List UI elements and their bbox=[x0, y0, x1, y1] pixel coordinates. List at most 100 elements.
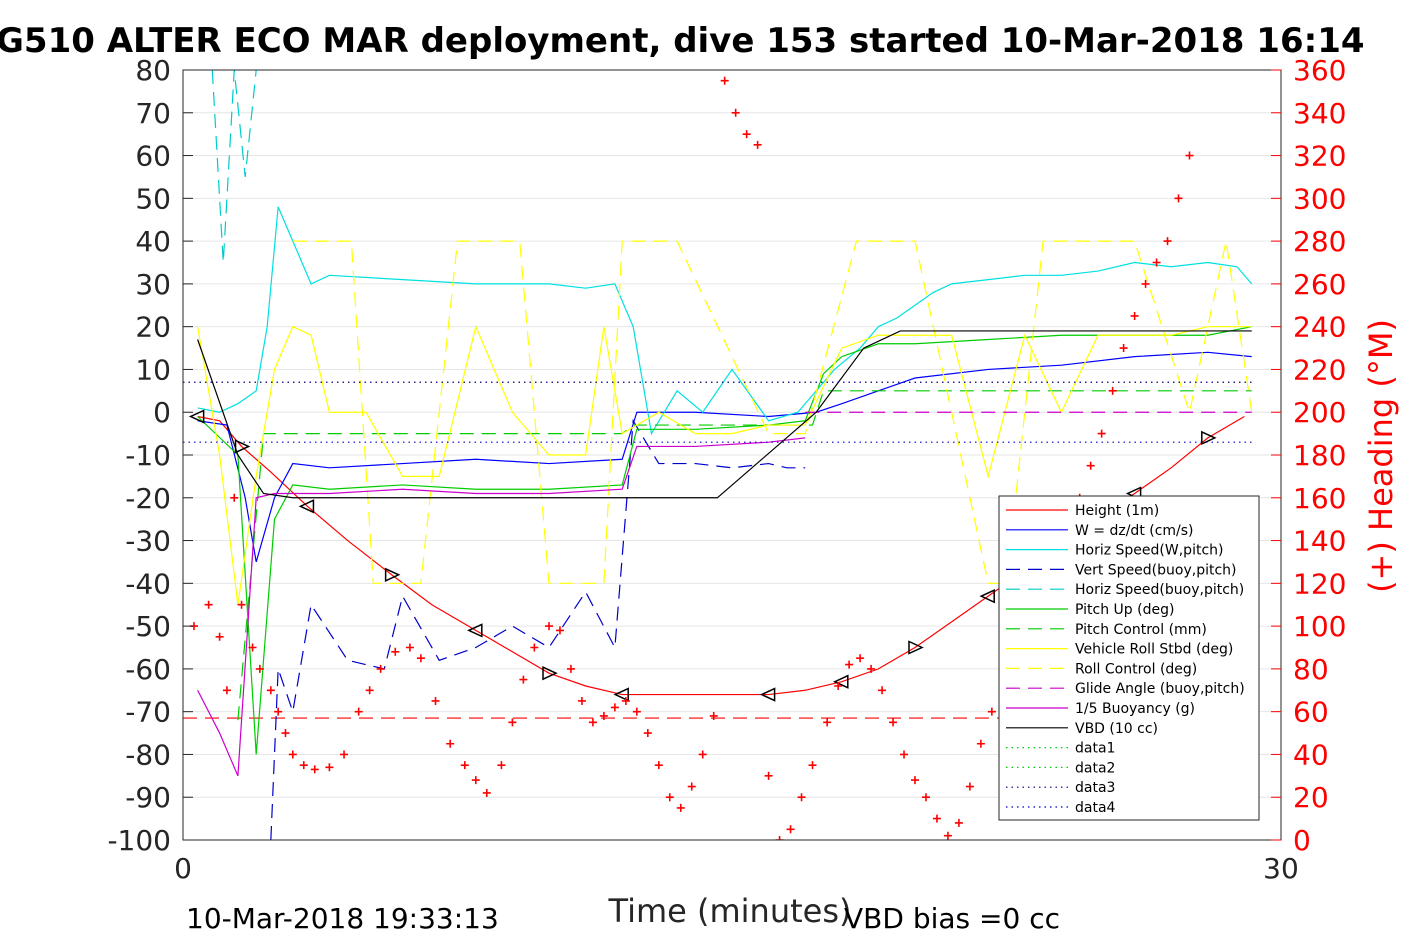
heading-point bbox=[987, 707, 996, 716]
heading-point bbox=[1163, 237, 1172, 246]
heading-point bbox=[808, 761, 817, 770]
y-tick-label: -70 bbox=[125, 696, 171, 729]
legend-label: data1 bbox=[1075, 741, 1115, 757]
y-right-tick-label: 360 bbox=[1293, 54, 1346, 87]
heading-point bbox=[834, 682, 843, 690]
legend-label: data3 bbox=[1075, 780, 1115, 796]
y-right-tick-label: 120 bbox=[1293, 567, 1346, 600]
heading-point bbox=[266, 686, 275, 695]
y-tick-label: -50 bbox=[125, 610, 171, 643]
heading-point bbox=[255, 664, 264, 673]
heading-point bbox=[1185, 151, 1194, 160]
heading-point bbox=[497, 761, 506, 770]
y-right-tick-label: 80 bbox=[1293, 653, 1329, 686]
heading-point bbox=[519, 675, 528, 684]
y-right-tick-label: 140 bbox=[1293, 525, 1346, 558]
heading-point bbox=[845, 660, 854, 669]
height-marker bbox=[298, 499, 315, 514]
heading-point bbox=[405, 643, 414, 652]
heading-point bbox=[274, 707, 283, 716]
x-tick-label: 0 bbox=[174, 852, 192, 885]
heading-point bbox=[431, 696, 440, 705]
series-group bbox=[183, 70, 1253, 840]
heading-point bbox=[577, 696, 586, 705]
series-line-1-5-buoyancy-g- bbox=[197, 437, 806, 777]
heading-point bbox=[446, 739, 455, 748]
heading-point bbox=[889, 718, 898, 727]
series-line-pitch-control-mm- bbox=[237, 390, 1252, 721]
heading-point bbox=[878, 686, 887, 695]
y-tick-label: -10 bbox=[125, 439, 171, 472]
y-right-tick-label: 180 bbox=[1293, 439, 1346, 472]
height-marker bbox=[188, 409, 205, 424]
heading-point bbox=[545, 622, 553, 631]
footer-timestamp: 10-Mar-2018 19:33:13 bbox=[186, 902, 499, 935]
y-tick-label: 60 bbox=[135, 140, 171, 173]
y-right-tick-label: 200 bbox=[1293, 396, 1346, 429]
heading-point bbox=[340, 750, 349, 759]
heading-point bbox=[482, 788, 491, 797]
heading-point bbox=[588, 718, 597, 727]
y-right-tick-label: 320 bbox=[1293, 140, 1346, 173]
heading-point bbox=[281, 729, 290, 738]
heading-point bbox=[856, 654, 865, 663]
heading-point bbox=[632, 707, 641, 716]
legend-label: Vert Speed(buoy,pitch) bbox=[1075, 562, 1237, 578]
heading-point bbox=[709, 711, 718, 720]
y-tick-label: 0 bbox=[153, 396, 171, 429]
series-line-roll-control-deg- bbox=[292, 240, 1253, 584]
heading-point bbox=[621, 696, 630, 705]
y-tick-label: 20 bbox=[135, 311, 171, 344]
height-marker bbox=[908, 640, 924, 655]
height-marker bbox=[759, 687, 776, 702]
heading-point bbox=[911, 776, 919, 785]
legend-label: VBD (10 cc) bbox=[1075, 721, 1158, 737]
x-tick-label: 30 bbox=[1263, 852, 1299, 885]
heading-point bbox=[248, 643, 257, 652]
heading-point bbox=[204, 600, 213, 609]
heading-point bbox=[215, 632, 224, 641]
x-axis-label: Time (minutes) bbox=[608, 892, 852, 930]
heading-point bbox=[599, 711, 608, 720]
heading-point bbox=[237, 600, 246, 609]
y-tick-label: 70 bbox=[135, 97, 171, 130]
legend-label: Glide Angle (buoy,pitch) bbox=[1075, 681, 1245, 697]
legend-label: Pitch Control (mm) bbox=[1075, 622, 1207, 638]
height-marker bbox=[542, 665, 558, 681]
y-tick-label: -40 bbox=[125, 567, 171, 600]
heading-point bbox=[643, 729, 652, 738]
series-line-horiz-speed-buoy-pitch- bbox=[211, 70, 257, 263]
y-tick-label: -90 bbox=[125, 781, 171, 814]
y-right-tick-label: 260 bbox=[1293, 268, 1346, 301]
heading-point bbox=[471, 776, 480, 785]
legend-label: W = dz/dt (cm/s) bbox=[1075, 523, 1194, 539]
legend-label: Horiz Speed(buoy,pitch) bbox=[1075, 582, 1244, 598]
heading-point bbox=[508, 718, 517, 727]
heading-point bbox=[720, 76, 729, 85]
y-tick-label: -30 bbox=[125, 525, 171, 558]
height-marker bbox=[384, 567, 401, 582]
height-marker bbox=[833, 674, 849, 689]
heading-point bbox=[1141, 279, 1150, 288]
heading-point bbox=[416, 654, 425, 663]
y-tick-label: 50 bbox=[135, 182, 171, 215]
height-marker bbox=[467, 623, 483, 638]
heading-point bbox=[460, 761, 469, 770]
y-right-tick-label: 160 bbox=[1293, 482, 1346, 515]
series-line-horiz-speed-w-pitch- bbox=[197, 206, 1253, 436]
y-right-tick-label: 100 bbox=[1293, 610, 1346, 643]
heading-point bbox=[365, 686, 374, 695]
y-tick-label: 30 bbox=[135, 268, 171, 301]
heading-point bbox=[288, 750, 297, 759]
legend-label: Pitch Up (deg) bbox=[1075, 602, 1174, 618]
y-right-tick-label: 60 bbox=[1293, 696, 1329, 729]
series-line-w-dz-dt-cm-s- bbox=[197, 351, 1252, 563]
heading-point bbox=[932, 814, 941, 823]
y-right-tick-label: 240 bbox=[1293, 311, 1346, 344]
heading-point bbox=[775, 836, 784, 840]
y-tick-label: -20 bbox=[125, 482, 171, 515]
y-right-tick-label: 300 bbox=[1293, 182, 1346, 215]
heading-point bbox=[555, 626, 564, 635]
legend-label: Vehicle Roll Stbd (deg) bbox=[1075, 642, 1233, 658]
